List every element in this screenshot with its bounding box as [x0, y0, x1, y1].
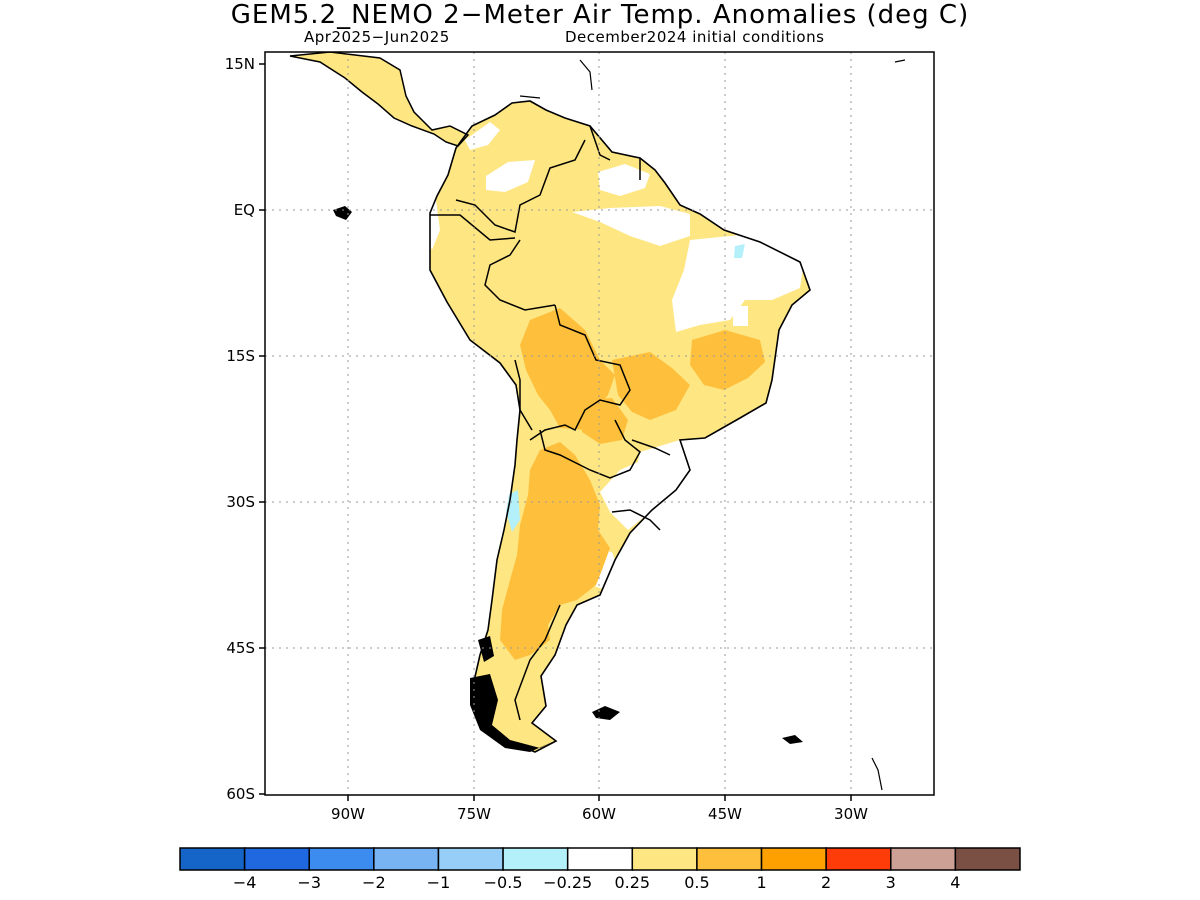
warm-region-argentina [500, 442, 610, 660]
colorbar-label: −0.5 [484, 873, 523, 892]
lat-label-15n: 15N [225, 55, 255, 73]
warm-region-mato-grosso [612, 352, 690, 420]
gridlines [265, 52, 934, 795]
lon-label-45w: 45W [708, 805, 742, 823]
initial-conditions: December2024 initial conditions [565, 28, 825, 46]
lat-axis [259, 63, 265, 795]
tierra-del-fuego [470, 674, 552, 752]
colorbar-label: −4 [233, 873, 257, 892]
colorbar-swatch [373, 847, 440, 871]
country-borders [430, 125, 671, 721]
colorbar-label: −2 [362, 873, 386, 892]
lat-label-30s: 30S [226, 493, 255, 511]
caribbean-islands [519, 59, 906, 99]
colorbar-swatch [437, 847, 504, 871]
warm-region-minas [690, 330, 765, 390]
colorbar-swatch [825, 847, 892, 871]
galapagos-islands [333, 206, 352, 220]
lon-label-90w: 90W [331, 805, 365, 823]
colorbar-swatch [502, 847, 569, 871]
lat-label-15s: 15S [226, 347, 255, 365]
neutral-region-coast [733, 306, 748, 326]
neutral-region-colombia [486, 160, 535, 192]
colorbar-swatch [696, 847, 763, 871]
warm-region-paraguay [580, 398, 628, 444]
colorbar-swatch [631, 847, 698, 871]
colorbar-label: −3 [297, 873, 321, 892]
colorbar-swatch [566, 847, 634, 871]
colorbar-label: 0.5 [684, 873, 709, 892]
colorbar-label: 2 [821, 873, 831, 892]
falkland-islands [592, 706, 620, 720]
lat-label-60s: 60S [226, 785, 255, 803]
lon-label-75w: 75W [457, 805, 491, 823]
lat-label-45s: 45S [226, 639, 255, 657]
cool-spot-northeast [734, 244, 745, 258]
map-canvas [289, 52, 906, 791]
colorbar-label: −1 [427, 873, 451, 892]
colorbar-label: −0.25 [543, 873, 592, 892]
map-title: GEM5.2_NEMO 2−Meter Air Temp. Anomalies … [230, 0, 970, 30]
colorbar-swatch [760, 847, 827, 871]
chiloe-islands [478, 636, 494, 662]
south-sandwich-islands [871, 757, 883, 791]
forecast-period: Apr2025−Jun2025 [304, 28, 450, 46]
lat-label-eq: EQ [234, 201, 255, 219]
colorbar-label: 3 [886, 873, 896, 892]
lon-label-30w: 30W [834, 805, 868, 823]
neutral-region-south-brazil [600, 440, 700, 530]
colorbar-swatch [308, 847, 375, 871]
neutral-region-northeast [672, 235, 804, 332]
lon-axis [347, 795, 852, 801]
neutral-region-amazon-mouth [572, 206, 690, 246]
colorbar-label: 4 [950, 873, 960, 892]
colorbar-label: 0.25 [614, 873, 650, 892]
colorbar: −4 −3 −2 −1 −0.5 −0.25 0.25 0.5 1 2 3 4 [179, 847, 1021, 892]
south-georgia [782, 735, 803, 744]
coastline [429, 100, 811, 753]
lon-label-60w: 60W [582, 805, 616, 823]
colorbar-swatch [954, 847, 1021, 871]
colorbar-label: 1 [756, 873, 766, 892]
colorbar-swatch [179, 847, 246, 871]
neutral-region-guianas [598, 164, 650, 196]
central-america [289, 52, 470, 147]
colorbar-swatch [243, 847, 310, 871]
colorbar-swatch [890, 847, 957, 871]
